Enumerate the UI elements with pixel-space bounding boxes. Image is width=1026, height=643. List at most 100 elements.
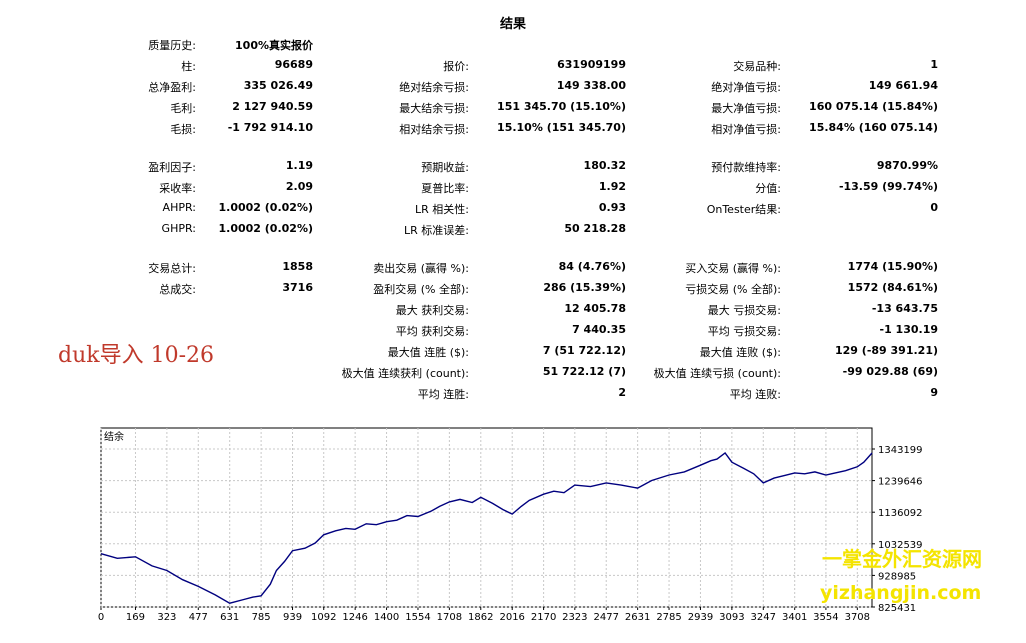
stat-value: 1.19 <box>285 159 313 172</box>
stat-value: 15.84% (160 075.14) <box>809 121 938 134</box>
stat-label: 盈利因子: <box>148 161 196 174</box>
stat-value: 3716 <box>282 281 313 294</box>
stat-value: 9870.99% <box>876 159 938 172</box>
x-tick-label: 2939 <box>688 612 713 623</box>
stat-label: 分值: <box>755 182 781 195</box>
stat-label: 最大值 连胜 ($): <box>387 346 469 359</box>
stat-label: 卖出交易 (赢得 %): <box>373 262 469 275</box>
stat-value: 1.0002 (0.02%) <box>218 201 314 214</box>
stat-value: 1.92 <box>598 180 626 193</box>
annotation-text: duk导入 10-26 <box>58 343 214 368</box>
stat-label: 极大值 连续亏损 (count): <box>653 367 781 380</box>
stat-label: LR 相关性: <box>415 203 469 216</box>
stat-value: 2.09 <box>285 180 313 193</box>
x-tick-label: 1400 <box>374 612 399 623</box>
stat-value: 0 <box>930 201 938 214</box>
stat-label: 质量历史: <box>148 39 196 52</box>
stat-label: 总净盈利: <box>148 81 196 94</box>
y-tick-label: 1343199 <box>878 445 923 456</box>
y-tick-label: 1239646 <box>878 477 923 488</box>
stat-value: 15.10% (151 345.70) <box>497 121 626 134</box>
stat-value: -99 029.88 (69) <box>842 365 938 378</box>
stat-value: 2 127 940.59 <box>232 100 313 113</box>
stat-value: 1572 (84.61%) <box>847 281 938 294</box>
x-tick-label: 1092 <box>311 612 336 623</box>
stat-label: 交易品种: <box>733 60 781 73</box>
stat-label: 最大净值亏损: <box>711 102 781 115</box>
stat-value: 151 345.70 (15.10%) <box>497 100 626 113</box>
stat-value: 1 <box>930 58 938 71</box>
stat-label: OnTester结果: <box>706 203 781 216</box>
stat-label: 平均 亏损交易: <box>707 325 781 338</box>
x-tick-label: 1554 <box>405 612 430 623</box>
x-tick-label: 939 <box>283 612 302 623</box>
x-tick-label: 3401 <box>782 612 807 623</box>
x-tick-label: 1862 <box>468 612 493 623</box>
stat-label: 总成交: <box>159 283 196 296</box>
stat-label: 毛利: <box>170 102 196 115</box>
stat-value: -13 643.75 <box>871 302 938 315</box>
stat-value: 12 405.78 <box>564 302 626 315</box>
balance-line <box>100 452 873 604</box>
stat-label: 预期收益: <box>421 161 469 174</box>
stat-label: 最大值 连败 ($): <box>699 346 781 359</box>
stat-value: 631909199 <box>557 58 626 71</box>
x-tick-label: 0 <box>98 612 104 623</box>
stat-value: -1 792 914.10 <box>227 121 313 134</box>
stat-label: 买入交易 (赢得 %): <box>685 262 781 275</box>
stat-value: 1774 (15.90%) <box>847 260 938 273</box>
x-tick-label: 2016 <box>499 612 524 623</box>
x-tick-label: 2323 <box>562 612 587 623</box>
stat-value: 160 075.14 (15.84%) <box>809 100 938 113</box>
stat-label: LR 标准误差: <box>404 224 469 237</box>
stat-value: 7 (51 722.12) <box>542 344 626 357</box>
stat-value: 149 661.94 <box>868 79 938 92</box>
stat-label: 报价: <box>443 60 469 73</box>
stat-label: GHPR: <box>161 222 196 235</box>
x-tick-label: 169 <box>126 612 145 623</box>
report-title: 结果 <box>499 17 526 32</box>
x-tick-label: 477 <box>189 612 208 623</box>
stat-value: 84 (4.76%) <box>558 260 626 273</box>
stat-label: 预付款维持率: <box>711 161 781 174</box>
x-tick-label: 2170 <box>531 612 556 623</box>
x-tick-label: 2631 <box>625 612 650 623</box>
x-tick-label: 631 <box>220 612 239 623</box>
stat-value: 1858 <box>282 260 313 273</box>
x-tick-label: 785 <box>252 612 271 623</box>
stat-label: 平均 获利交易: <box>395 325 469 338</box>
stat-value: -1 130.19 <box>879 323 939 336</box>
stat-label: 采收率: <box>159 182 196 195</box>
stat-value: 180.32 <box>583 159 626 172</box>
stat-label: 最大 获利交易: <box>395 304 469 317</box>
stat-value: 100%真实报价 <box>235 39 313 52</box>
x-tick-label: 3554 <box>813 612 838 623</box>
stat-value: 96689 <box>274 58 313 71</box>
y-tick-label: 928985 <box>878 571 916 582</box>
x-tick-label: 2477 <box>594 612 619 623</box>
y-tick-label: 825431 <box>878 603 916 614</box>
y-tick-label: 1032539 <box>878 540 923 551</box>
stat-value: 149 338.00 <box>556 79 626 92</box>
stat-label: 平均 连败: <box>729 388 781 401</box>
stat-label: 绝对净值亏损: <box>711 81 781 94</box>
brand-watermark-url: yizhangjin.com <box>820 582 982 604</box>
chart-frame <box>100 427 873 608</box>
stat-value: 129 (-89 391.21) <box>835 344 938 357</box>
chart-title: 结余 <box>104 430 124 443</box>
stat-value: 7 440.35 <box>572 323 626 336</box>
stat-label: 毛损: <box>170 123 196 136</box>
stat-label: 最大 亏损交易: <box>707 304 781 317</box>
stat-value: 1.0002 (0.02%) <box>218 222 314 235</box>
brand-watermark-cn: 一掌金外汇资源网 <box>822 547 982 571</box>
stat-label: 极大值 连续获利 (count): <box>341 367 469 380</box>
x-tick-label: 1246 <box>342 612 367 623</box>
stat-value: 2 <box>618 386 626 399</box>
x-tick-label: 3708 <box>845 612 870 623</box>
stat-label: 平均 连胜: <box>417 388 469 401</box>
x-tick-label: 1708 <box>437 612 462 623</box>
stat-label: 相对结余亏损: <box>399 123 469 136</box>
stat-label: 盈利交易 (% 全部): <box>373 283 469 296</box>
stat-label: 绝对结余亏损: <box>399 81 469 94</box>
x-tick-label: 3093 <box>719 612 744 623</box>
